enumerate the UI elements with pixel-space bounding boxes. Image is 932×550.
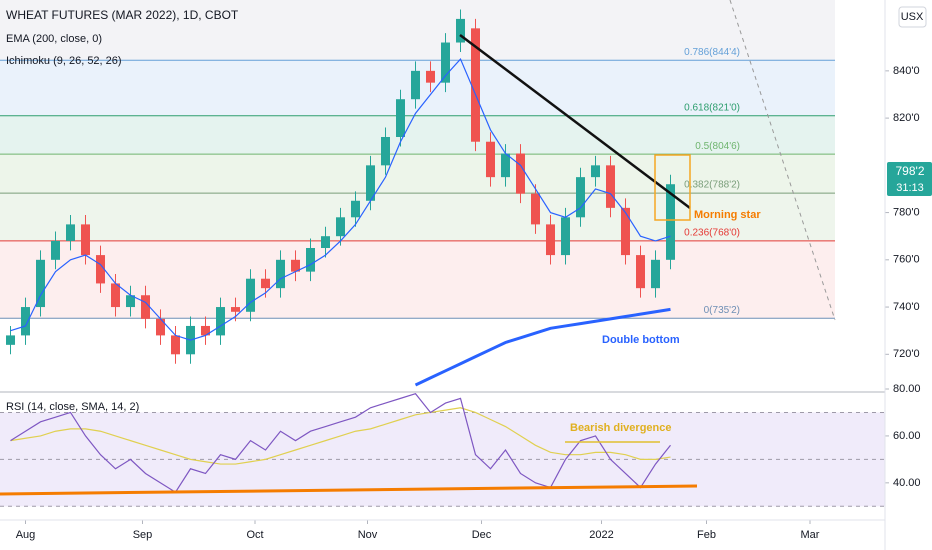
candle-body [636, 255, 645, 289]
candle-body [471, 28, 480, 142]
candle-body [486, 141, 495, 178]
candle-body [621, 207, 630, 256]
x-tick-label: Oct [246, 529, 263, 541]
candle-body [21, 307, 30, 336]
candle-body [426, 70, 435, 83]
candle-body [216, 307, 225, 336]
currency[interactable]: USX [901, 11, 924, 23]
indicator-label: EMA (200, close, 0) [6, 33, 102, 45]
candle-body [366, 165, 375, 201]
candle-body [651, 259, 660, 289]
candle-body [126, 295, 135, 308]
x-tick-label: Feb [697, 529, 716, 541]
candle-body [231, 307, 240, 312]
y-tick-label: 820'0 [893, 112, 920, 124]
rsi-trendline [0, 484, 698, 496]
y-tick-label: 840'0 [893, 65, 920, 77]
fib-band [0, 154, 835, 194]
fib-label: 0.5(804'6) [695, 141, 740, 152]
ema-line [414, 307, 671, 387]
annotation: Double bottom [602, 334, 680, 346]
fib-label: 0.382(788'2) [684, 180, 740, 191]
annotation: Bearish divergence [570, 422, 672, 434]
x-tick-label: Nov [358, 529, 378, 541]
x-tick-label: Aug [16, 529, 36, 541]
y-tick-label: 780'0 [893, 206, 920, 218]
rsi-tick-label: 40.00 [893, 477, 921, 489]
projection-line [729, 0, 836, 321]
candle-body [321, 236, 330, 249]
x-tick-label: Mar [801, 529, 820, 541]
fib-band [0, 0, 835, 61]
fib-label: 0(735'2) [704, 305, 740, 316]
current-price: 798'2 [896, 164, 925, 178]
currency-box[interactable] [898, 6, 927, 28]
candle-body [246, 278, 255, 312]
candle-body [546, 224, 555, 256]
candle-body [51, 240, 60, 260]
rsi-tick-label: 80.00 [893, 383, 921, 395]
candle-body [351, 200, 360, 218]
candle-body [561, 217, 570, 256]
candle-body [666, 184, 675, 260]
candle-body [381, 136, 390, 166]
fib-label: 0.786(844'4) [684, 47, 740, 58]
candle-body [6, 335, 15, 345]
candle-body [441, 42, 450, 83]
rsi-ma-line [10, 407, 671, 465]
pattern-box [654, 154, 691, 221]
candle-body [516, 153, 525, 194]
candle-body [336, 217, 345, 237]
trendline [459, 34, 691, 209]
candle-body [276, 259, 285, 289]
y-tick-label: 720'0 [893, 348, 920, 360]
background: 0.786(844'4) 0.618(821'0) 0.5(804'6) 0.382(… [0, 0, 921, 541]
candle-body [261, 278, 270, 289]
fib-band [0, 193, 835, 241]
candle-body [141, 295, 150, 319]
x-tick-label: Dec [472, 529, 492, 541]
rsi-title: RSI (14, close, SMA, 14, 2) [6, 401, 139, 413]
candle-body [111, 283, 120, 308]
rsi-tick-label: 60.00 [893, 430, 921, 442]
candle-body [81, 224, 90, 256]
candle-body [96, 255, 105, 284]
candle-body [411, 70, 420, 100]
candle-body [501, 153, 510, 178]
fib-label: 0.236(768'0) [684, 228, 740, 239]
conversion-line [10, 57, 671, 341]
candle-body [171, 335, 180, 355]
x-tick-label: 2022 [589, 529, 613, 541]
candle-body [291, 259, 300, 272]
candle-body [306, 248, 315, 272]
countdown: 31:13 [896, 182, 924, 194]
candle-body [456, 18, 465, 43]
fib-band [0, 240, 835, 319]
indicator-label: Ichimoku (9, 26, 52, 26) [6, 55, 122, 67]
candle-body [576, 177, 585, 218]
y-tick-label: 760'0 [893, 254, 920, 266]
marks [6, 9, 675, 494]
candle-body [66, 224, 75, 241]
candle-body [156, 318, 165, 336]
x-tick-label: Sep [133, 529, 153, 541]
price-badge [887, 162, 932, 196]
candle-body [396, 99, 405, 137]
y-tick-label: 740'0 [893, 301, 920, 313]
candle-body [36, 259, 45, 308]
annotation: Morning star [694, 209, 761, 221]
fib-band [0, 115, 835, 155]
candle-body [606, 165, 615, 208]
candle-body [591, 165, 600, 178]
candle-body [201, 325, 210, 336]
candle-body [531, 193, 540, 225]
rsi-line [10, 392, 671, 494]
chart-title: WHEAT FUTURES (MAR 2022), 1D, CBOT [6, 8, 239, 22]
fib-label: 0.618(821'0) [684, 102, 740, 113]
